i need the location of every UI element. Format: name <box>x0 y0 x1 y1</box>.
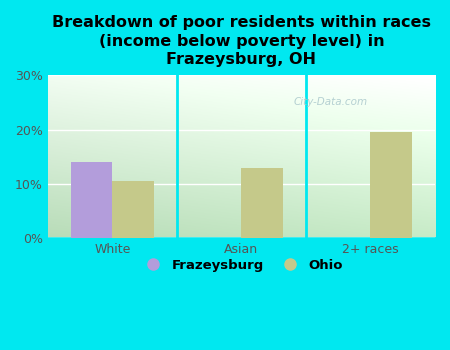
Text: City-Data.com: City-Data.com <box>293 97 368 107</box>
Legend: Frazeysburg, Ohio: Frazeysburg, Ohio <box>135 254 348 277</box>
Bar <box>71 162 112 238</box>
Title: Breakdown of poor residents within races
(income below poverty level) in
Frazeys: Breakdown of poor residents within races… <box>52 15 431 67</box>
Bar <box>370 132 412 238</box>
Bar <box>241 168 283 238</box>
Bar <box>112 181 153 238</box>
